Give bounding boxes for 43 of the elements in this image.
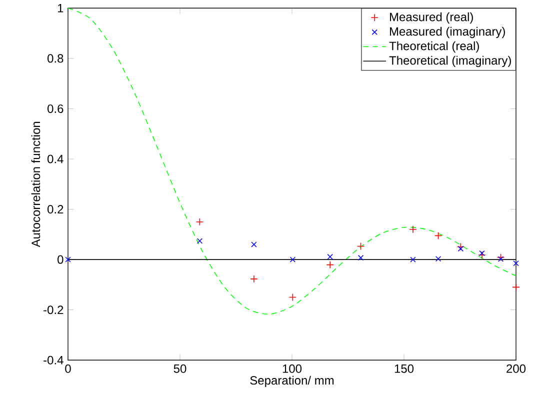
x-tick-label: 150: [394, 364, 414, 373]
point: [288, 293, 297, 302]
point: [479, 250, 485, 256]
y-tick-label: 0.4: [48, 154, 64, 164]
y-axis-title: Autocorrelation function: [31, 122, 40, 248]
y-tick-label: 0.8: [48, 54, 64, 63]
line-series: [68, 8, 516, 314]
point: [250, 274, 258, 283]
x-tick-label: 100: [282, 364, 302, 373]
x-tick-label: 0: [65, 364, 71, 373]
y-tick-label: 0.2: [48, 204, 64, 214]
point: [327, 254, 333, 260]
legend-label: Theoretical (imaginary): [389, 56, 511, 67]
y-tick-label: 1: [58, 4, 64, 12]
y-tick-label: -0.2: [44, 306, 64, 314]
x-axis-title: Separation/ mm: [250, 376, 334, 387]
x-tick-label: 50: [174, 364, 186, 373]
point: [478, 251, 486, 259]
point: [512, 283, 520, 292]
point: [496, 253, 505, 262]
point: [410, 256, 416, 262]
point: [513, 260, 519, 266]
point: [358, 254, 364, 261]
y-tick-label: -0.4: [44, 356, 64, 364]
legend-label: Measured (real): [390, 12, 473, 24]
point: [435, 256, 442, 262]
y-tick-label: 0: [58, 255, 64, 264]
y-tick-label: 0.6: [48, 104, 64, 113]
legend-label: Measured (imaginary): [390, 26, 505, 38]
point: [65, 256, 71, 262]
point: [458, 246, 464, 252]
point: [434, 232, 442, 240]
legend-label: Theoretical (real): [389, 41, 479, 52]
point: [251, 242, 257, 248]
point: [290, 256, 296, 262]
point: [356, 242, 365, 250]
point: [326, 260, 334, 269]
x-tick-label: 200: [506, 364, 526, 373]
point: [498, 256, 504, 262]
point: [409, 225, 417, 234]
point: [456, 242, 465, 251]
point: [196, 238, 203, 244]
point: [196, 218, 204, 226]
